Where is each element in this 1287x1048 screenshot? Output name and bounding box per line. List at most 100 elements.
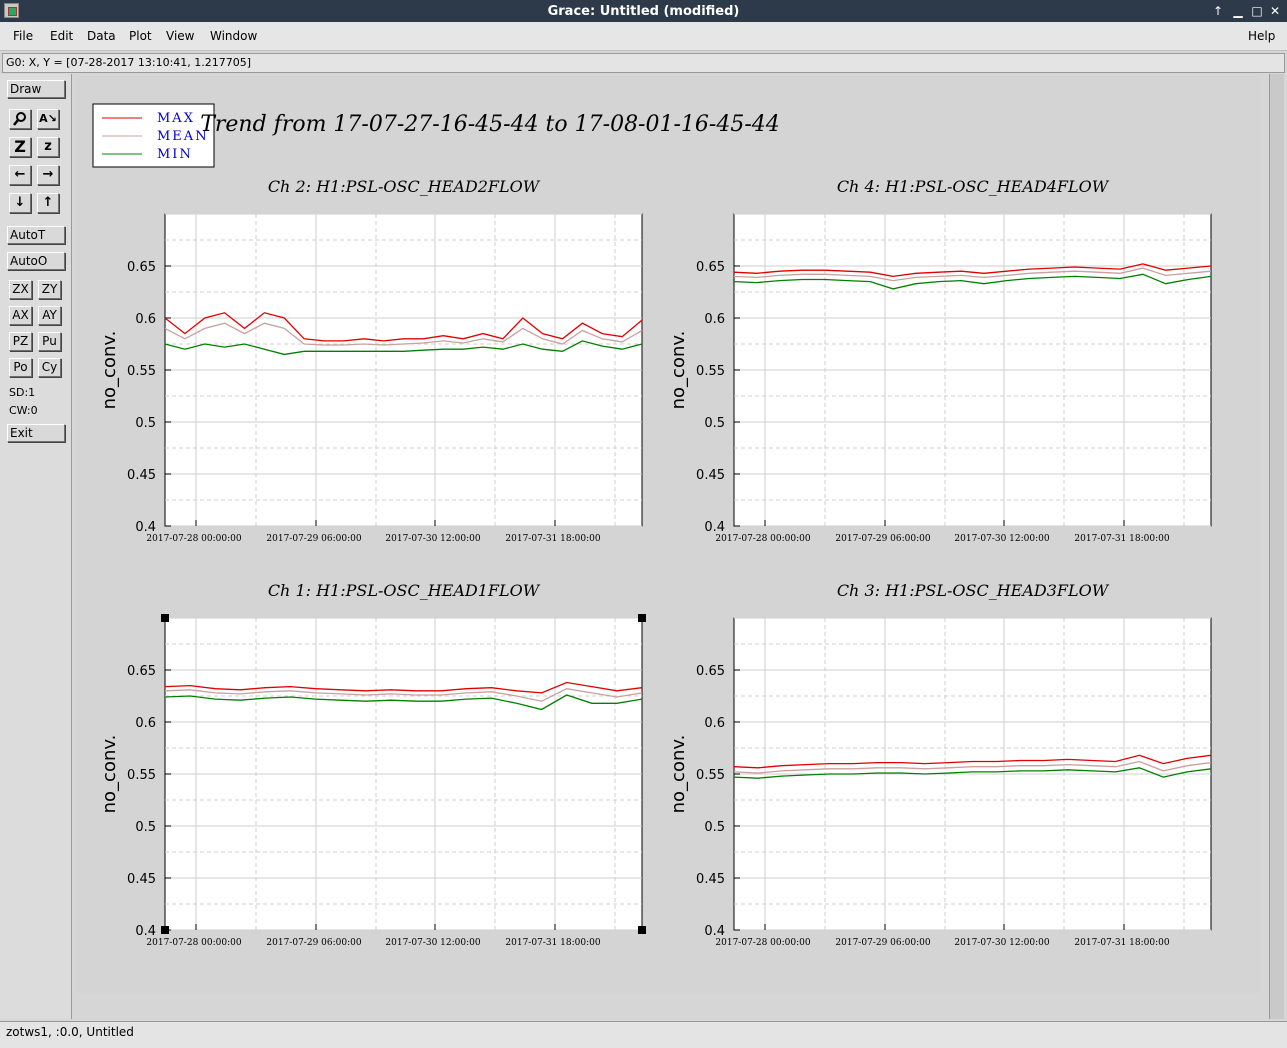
graph-panel-3[interactable]: Ch 1: H1:PSL-OSC_HEAD1FLOW 0.4 0.45 0.5 0.55… (99, 581, 646, 948)
y-tick-label: 0.65 (127, 664, 156, 679)
zoom-z-icon[interactable]: Z (9, 137, 31, 157)
x-tick-label: 2017-07-28 00:00:00 (715, 938, 810, 948)
series-line-min (164, 340, 643, 356)
arrow-right-icon[interactable]: → (37, 165, 59, 185)
menu-data[interactable]: Data (87, 29, 116, 43)
pu-button[interactable]: Pu (38, 332, 61, 351)
draw-button[interactable]: Draw (7, 80, 65, 98)
y-tick-label: 0.55 (127, 768, 156, 783)
vertical-scrollbar[interactable] (1269, 74, 1284, 1019)
app-icon[interactable] (4, 3, 19, 18)
y-axis-label: no_conv. (668, 331, 689, 410)
series-line-mean (733, 760, 1212, 774)
y-tick-label: 0.4 (135, 924, 156, 939)
y-tick-label: 0.4 (135, 520, 156, 535)
x-tick-label: 2017-07-29 06:00:00 (835, 534, 930, 544)
cy-button[interactable]: Cy (38, 358, 61, 377)
y-tick-label: 0.45 (127, 468, 156, 483)
x-tick-label: 2017-07-30 12:00:00 (954, 938, 1049, 948)
current-world-info: CW:0 (9, 404, 38, 417)
close-icon[interactable]: ✕ (1269, 4, 1281, 18)
pz-button[interactable]: PZ (9, 332, 32, 351)
y-tick-label: 0.45 (696, 468, 725, 483)
exit-button[interactable]: Exit (7, 424, 65, 442)
menu-view[interactable]: View (166, 29, 195, 43)
x-tick-label: 2017-07-31 18:00:00 (1074, 534, 1169, 544)
autoscale-text-icon[interactable]: A↘ (37, 109, 59, 129)
series-line-min (164, 694, 643, 711)
y-tick-label: 0.6 (135, 312, 156, 327)
graph-area[interactable]: MAX MEAN MIN Trend from 17-07-27-16-45-44 … (76, 76, 1260, 993)
y-tick-label: 0.65 (127, 260, 156, 275)
series-line-mean (164, 322, 643, 346)
menu-file[interactable]: File (13, 29, 34, 43)
y-tick-label: 0.65 (696, 260, 725, 275)
zoom-z-small-icon[interactable]: z (37, 137, 59, 157)
x-tick-label: 2017-07-28 00:00:00 (715, 534, 810, 544)
x-tick-label: 2017-07-31 18:00:00 (505, 938, 600, 948)
y-tick-label: 0.5 (704, 820, 725, 835)
title-bar: Grace: Untitled (modified) ↑ ▁ □ ✕ (0, 0, 1287, 22)
legend-label-mean: MEAN (157, 129, 209, 144)
zx-button[interactable]: ZX (9, 280, 32, 299)
series-line-max (164, 312, 643, 342)
series-line-max (164, 681, 643, 694)
y-axis-label: no_conv. (99, 331, 120, 410)
series-line-min (733, 273, 1212, 290)
zoom-icon[interactable] (9, 109, 31, 129)
x-tick-label: 2017-07-30 12:00:00 (954, 534, 1049, 544)
y-tick-label: 0.6 (704, 716, 725, 731)
y-tick-label: 0.45 (696, 872, 725, 887)
x-tick-label: 2017-07-31 18:00:00 (1074, 938, 1169, 948)
y-tick-label: 0.5 (135, 820, 156, 835)
status-text: zotws1, :0.0, Untitled (6, 1025, 134, 1039)
restore-icon[interactable]: ↑ (1212, 4, 1224, 18)
menu-edit[interactable]: Edit (50, 29, 74, 43)
legend-box (92, 103, 215, 168)
location-readout: G0: X, Y = [07-28-2017 13:10:41, 1.21770… (6, 56, 252, 69)
plot-canvas[interactable]: MAX MEAN MIN Trend from 17-07-27-16-45-44 … (76, 76, 1260, 993)
x-tick-label: 2017-07-31 18:00:00 (505, 534, 600, 544)
panel-title: Ch 4: H1:PSL-OSC_HEAD4FLOW (837, 177, 1110, 196)
window-title: Grace: Untitled (modified) (547, 4, 740, 19)
tool-panel: Draw A↘ Z z ← → ↓ ↑ AutoT AutoO ZX ZY AX… (0, 74, 72, 1019)
y-tick-label: 0.4 (704, 520, 725, 535)
autoo-button[interactable]: AutoO (7, 252, 65, 270)
y-tick-label: 0.55 (696, 768, 725, 783)
menu-window[interactable]: Window (210, 29, 258, 43)
graph-panel-2[interactable]: Ch 4: H1:PSL-OSC_HEAD4FLOW 0.4 0.45 0.5 0.55… (668, 177, 1212, 544)
graph-panel-4[interactable]: Ch 3: H1:PSL-OSC_HEAD3FLOW 0.4 0.45 0.5 0.55… (668, 581, 1212, 948)
series-line-max (733, 263, 1212, 278)
legend[interactable]: MAX MEAN MIN (92, 103, 215, 168)
selection-handle[interactable] (161, 614, 169, 622)
y-tick-label: 0.55 (696, 364, 725, 379)
set-display-info: SD:1 (9, 386, 36, 399)
menu-plot[interactable]: Plot (129, 29, 152, 43)
menu-bar: File Edit Data Plot View Window Help (0, 22, 1287, 51)
y-tick-label: 0.65 (696, 664, 725, 679)
menu-help[interactable]: Help (1248, 29, 1276, 43)
x-tick-label: 2017-07-28 00:00:00 (146, 938, 241, 948)
minimize-icon[interactable]: ▁ (1233, 4, 1243, 18)
selection-handle[interactable] (161, 926, 169, 934)
x-tick-label: 2017-07-29 06:00:00 (266, 938, 361, 948)
y-tick-label: 0.6 (135, 716, 156, 731)
zy-button[interactable]: ZY (38, 280, 61, 299)
graph-panel-1[interactable]: Ch 2: H1:PSL-OSC_HEAD2FLOW 0.4 0.45 0.5 0.55… (99, 177, 643, 544)
series-line-min (733, 767, 1212, 779)
selection-handle[interactable] (638, 926, 646, 934)
x-tick-label: 2017-07-30 12:00:00 (385, 534, 480, 544)
panel-title: Ch 2: H1:PSL-OSC_HEAD2FLOW (268, 177, 541, 196)
arrow-up-icon[interactable]: ↑ (37, 193, 59, 213)
ay-button[interactable]: AY (38, 306, 61, 325)
autot-button[interactable]: AutoT (7, 226, 65, 244)
po-button[interactable]: Po (9, 358, 32, 377)
selection-handle[interactable] (638, 614, 646, 622)
ax-button[interactable]: AX (9, 306, 32, 325)
maximize-icon[interactable]: □ (1251, 4, 1263, 18)
arrow-down-icon[interactable]: ↓ (9, 193, 31, 213)
y-tick-label: 0.45 (127, 872, 156, 887)
x-tick-label: 2017-07-30 12:00:00 (385, 938, 480, 948)
legend-label-max: MAX (157, 111, 195, 126)
arrow-left-icon[interactable]: ← (9, 165, 31, 185)
